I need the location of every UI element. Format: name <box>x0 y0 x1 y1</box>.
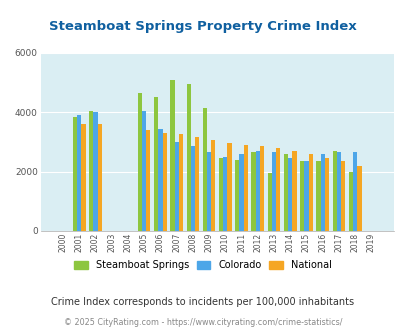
Bar <box>315 161 320 231</box>
Bar <box>336 152 340 231</box>
Bar <box>251 152 255 231</box>
Bar <box>223 157 227 231</box>
Bar <box>227 143 231 231</box>
Bar <box>283 154 288 231</box>
Bar <box>137 93 142 231</box>
Bar <box>292 151 296 231</box>
Bar <box>239 154 243 231</box>
Bar <box>178 134 183 231</box>
Bar <box>304 161 308 231</box>
Bar <box>218 158 223 231</box>
Bar <box>142 111 146 231</box>
Bar <box>288 158 292 231</box>
Bar <box>352 152 356 231</box>
Bar <box>186 84 190 231</box>
Bar <box>211 140 215 231</box>
Bar <box>190 146 194 231</box>
Bar <box>202 108 207 231</box>
Bar <box>93 112 97 231</box>
Bar <box>77 115 81 231</box>
Bar <box>324 158 328 231</box>
Bar <box>153 97 158 231</box>
Bar <box>174 142 178 231</box>
Bar <box>267 173 271 231</box>
Bar <box>89 111 93 231</box>
Bar <box>207 152 211 231</box>
Bar <box>308 154 312 231</box>
Bar <box>348 172 352 231</box>
Legend: Steamboat Springs, Colorado, National: Steamboat Springs, Colorado, National <box>70 256 335 274</box>
Text: Crime Index corresponds to incidents per 100,000 inhabitants: Crime Index corresponds to incidents per… <box>51 297 354 307</box>
Bar <box>73 116 77 231</box>
Bar <box>146 130 150 231</box>
Bar <box>234 160 239 231</box>
Bar <box>243 145 247 231</box>
Bar <box>259 146 264 231</box>
Bar <box>255 151 259 231</box>
Text: © 2025 CityRating.com - https://www.cityrating.com/crime-statistics/: © 2025 CityRating.com - https://www.city… <box>64 318 341 327</box>
Bar <box>97 124 102 231</box>
Text: Steamboat Springs Property Crime Index: Steamboat Springs Property Crime Index <box>49 20 356 33</box>
Bar <box>275 148 280 231</box>
Bar <box>194 137 199 231</box>
Bar <box>299 161 304 231</box>
Bar <box>162 133 166 231</box>
Bar <box>158 128 162 231</box>
Bar <box>332 151 336 231</box>
Bar <box>356 166 360 231</box>
Bar <box>170 80 174 231</box>
Bar <box>81 124 85 231</box>
Bar <box>320 154 324 231</box>
Bar <box>340 161 344 231</box>
Bar <box>271 152 275 231</box>
